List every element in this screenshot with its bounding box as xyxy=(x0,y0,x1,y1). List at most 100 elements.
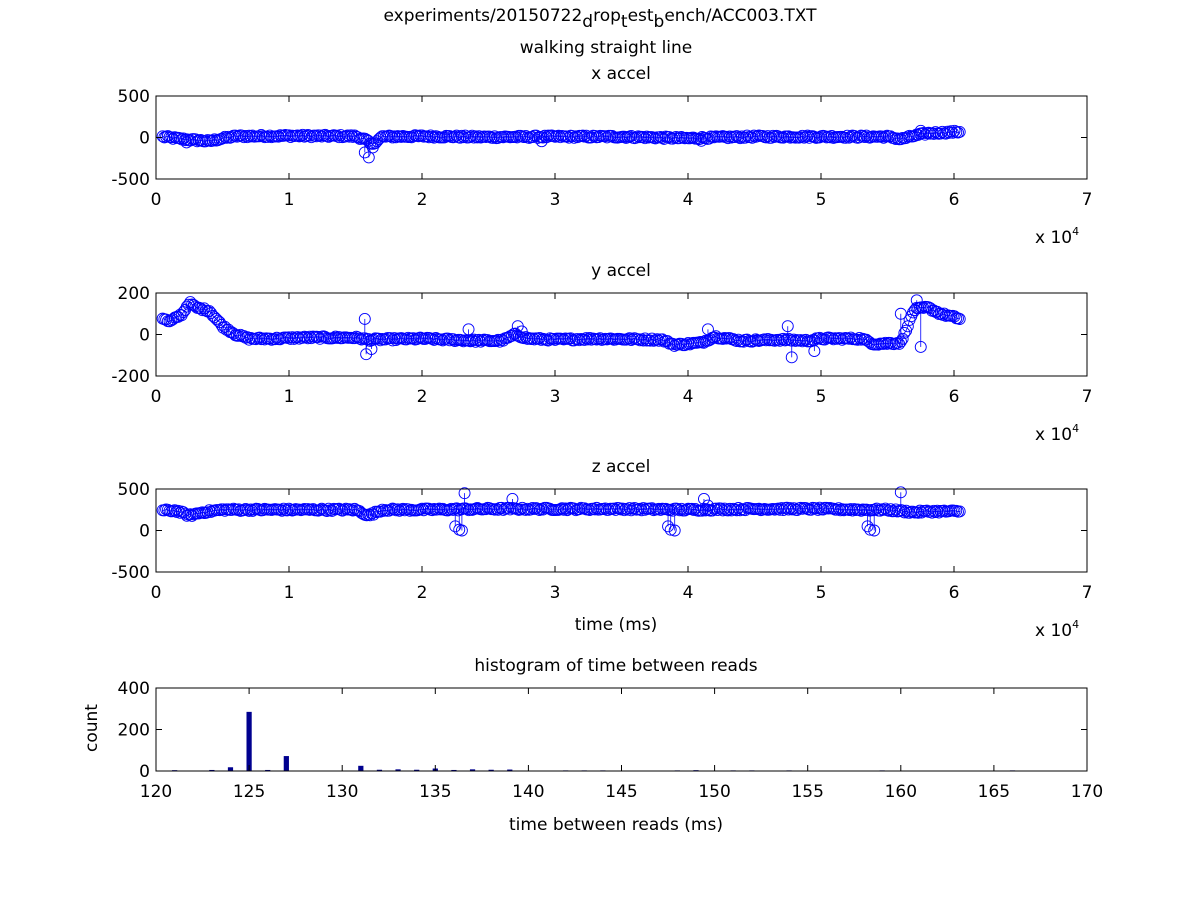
data-point xyxy=(877,131,890,144)
data-point xyxy=(459,502,472,515)
data-segment xyxy=(354,336,357,339)
data-point xyxy=(462,323,475,336)
histogram-bar xyxy=(265,769,271,771)
data-point xyxy=(732,131,745,144)
data-point xyxy=(339,130,352,143)
data-point xyxy=(320,130,333,143)
data-point xyxy=(879,502,892,515)
data-point xyxy=(393,504,406,517)
axes-frame xyxy=(155,687,1088,772)
y-tick-label: 500 xyxy=(118,87,150,107)
data-point xyxy=(530,502,543,515)
data-point xyxy=(564,332,577,345)
data-point xyxy=(383,504,396,517)
data-point xyxy=(914,124,927,137)
data-point xyxy=(922,126,935,139)
data-point xyxy=(836,333,849,346)
data-point xyxy=(220,131,233,144)
y-tick-label: 500 xyxy=(118,480,150,500)
data-point xyxy=(469,130,482,143)
data-point xyxy=(843,131,856,144)
data-point xyxy=(331,129,344,142)
data-point xyxy=(515,325,528,338)
data-point xyxy=(836,503,849,516)
histogram-ylabel: count xyxy=(82,704,102,752)
data-point xyxy=(301,332,314,345)
histogram-bar xyxy=(246,711,252,771)
data-point xyxy=(787,333,800,346)
x-tick-label: 1 xyxy=(284,387,295,407)
data-point xyxy=(372,332,385,345)
data-point xyxy=(708,131,721,144)
data-point xyxy=(671,503,684,516)
data-point xyxy=(843,504,856,516)
data-segment xyxy=(172,509,175,512)
data-point xyxy=(168,504,181,517)
data-point xyxy=(900,132,913,145)
data-point xyxy=(282,502,295,515)
histogram-bar xyxy=(227,767,234,771)
data-point xyxy=(941,125,954,138)
data-point xyxy=(625,129,638,142)
data-point xyxy=(953,125,966,138)
z-accel-title: z accel xyxy=(592,457,651,477)
data-point xyxy=(839,131,852,144)
histogram-bar xyxy=(414,769,420,771)
data-segment xyxy=(217,320,220,323)
x-tick-label: 3 xyxy=(550,190,561,210)
data-point xyxy=(362,151,375,164)
data-point xyxy=(333,502,345,515)
data-point xyxy=(720,130,733,143)
data-point xyxy=(730,130,743,142)
histogram-bar xyxy=(469,769,476,771)
data-point xyxy=(789,335,802,347)
data-point xyxy=(239,502,252,515)
data-point xyxy=(632,130,645,143)
data-point xyxy=(794,131,807,144)
data-point xyxy=(858,131,871,143)
histogram-bar xyxy=(507,769,513,771)
figure-subtitle: walking straight line xyxy=(520,38,693,58)
data-point xyxy=(433,502,446,515)
x-tick-label: 2 xyxy=(417,583,428,603)
histogram-bar xyxy=(488,769,494,771)
x-tick-label: 165 xyxy=(978,782,1010,802)
histogram-ticks: 120 125 130 135 140 145 150 155 160 165 170 400 200 0 xyxy=(118,679,1104,802)
data-point xyxy=(232,130,245,143)
data-point xyxy=(621,503,634,516)
histogram-axes xyxy=(155,687,1088,772)
data-point xyxy=(506,493,519,505)
x-tick-label: 3 xyxy=(550,583,561,603)
data-point xyxy=(625,334,638,346)
data-point xyxy=(237,131,250,144)
x-tick-label: 4 xyxy=(683,583,694,603)
data-point xyxy=(533,504,546,517)
x-accel-title: x accel xyxy=(591,64,651,84)
x-tick-label: 6 xyxy=(949,387,960,407)
data-point xyxy=(366,141,379,154)
data-segment xyxy=(202,511,205,514)
data-point xyxy=(402,503,415,516)
z-accel-exponent: x 104 xyxy=(1035,618,1079,641)
data-point xyxy=(929,506,942,519)
data-point xyxy=(863,336,876,349)
data-point xyxy=(384,332,397,345)
data-point xyxy=(474,335,487,348)
histogram-subplot: histogram of time between reads 120 125 13… xyxy=(82,656,1103,835)
data-point xyxy=(218,130,231,143)
data-point xyxy=(818,130,831,143)
data-point xyxy=(633,334,646,347)
data-point xyxy=(345,129,358,142)
data-point xyxy=(868,524,881,537)
x-tick-label: 125 xyxy=(233,782,265,802)
data-point xyxy=(716,332,729,345)
histogram-bar xyxy=(283,756,289,771)
data-point xyxy=(336,504,349,517)
data-point xyxy=(785,351,798,364)
data-point xyxy=(680,503,693,516)
data-segment xyxy=(956,510,959,513)
histogram-bar xyxy=(376,769,383,771)
data-point xyxy=(365,343,378,355)
data-point xyxy=(780,333,793,346)
